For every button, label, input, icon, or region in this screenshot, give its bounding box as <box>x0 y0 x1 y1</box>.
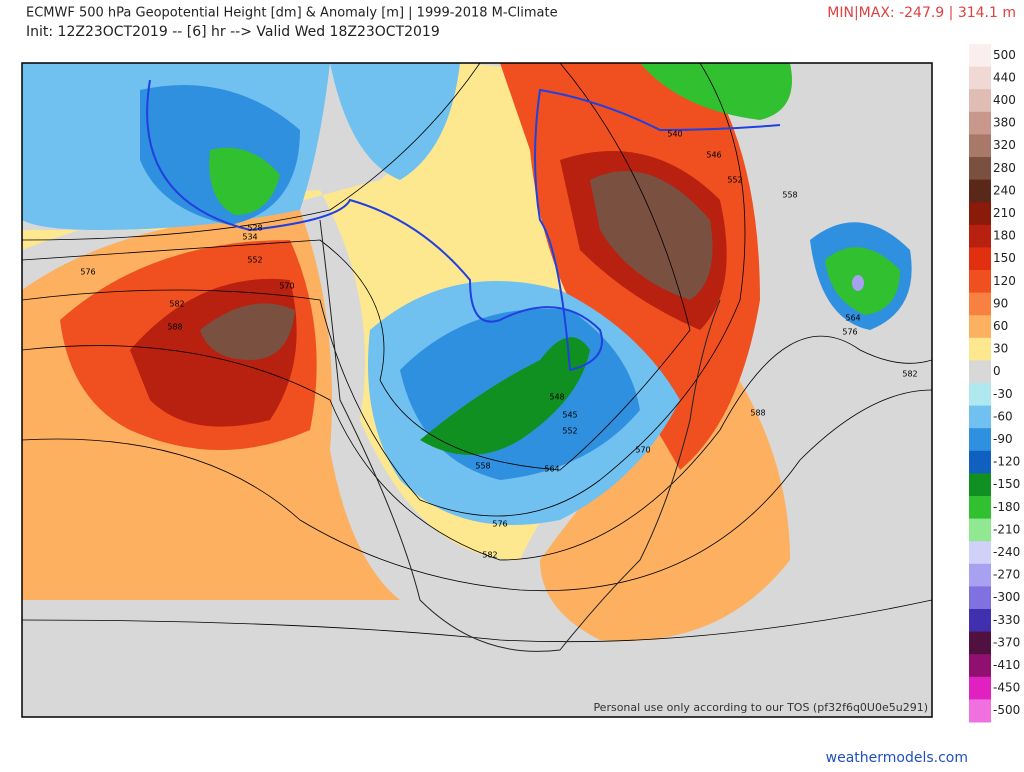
colorbar-label: -150 <box>993 477 1020 491</box>
subtitle: Init: 12Z23OCT2019 -- [6] hr --> Valid W… <box>26 24 440 40</box>
colorbar-swatch <box>969 224 991 248</box>
watermark: Personal use only according to our TOS (… <box>593 701 928 714</box>
contour-label: 534 <box>242 233 257 242</box>
colorbar-label: -210 <box>993 522 1020 536</box>
colorbar-swatch <box>969 654 991 678</box>
colorbar-swatch <box>969 44 991 68</box>
contour-label: 528 <box>247 224 262 233</box>
contour-label: 588 <box>167 323 182 332</box>
colorbar-swatch <box>969 631 991 655</box>
colorbar-swatch <box>969 360 991 384</box>
contour-label: 558 <box>782 191 797 200</box>
contour-label: 552 <box>727 176 742 185</box>
contour-label: 576 <box>80 268 95 277</box>
contour-label: 582 <box>902 370 917 379</box>
colorbar-label: 280 <box>993 161 1016 175</box>
colorbar-label: -240 <box>993 545 1020 559</box>
contour-labels: 528 534 552 576 582 588 570 540 546 552 … <box>80 130 917 560</box>
contour-label: 570 <box>279 282 294 291</box>
contour-label: 582 <box>482 551 497 560</box>
colorbar-label: -180 <box>993 500 1020 514</box>
title: ECMWF 500 hPa Geopotential Height [dm] &… <box>26 6 558 21</box>
contour-label: 552 <box>247 256 262 265</box>
colorbar-swatch <box>969 541 991 565</box>
footer: weathermodels.com <box>826 750 968 766</box>
colorbar-label: 150 <box>993 251 1016 265</box>
colorbar-label: -300 <box>993 590 1020 604</box>
colorbar-swatch <box>969 563 991 587</box>
colorbar-label: 90 <box>993 296 1008 310</box>
colorbar-label: -30 <box>993 387 1013 401</box>
colorbar-swatch <box>969 134 991 158</box>
colorbar-swatch <box>969 157 991 181</box>
contour-label: 540 <box>667 130 682 139</box>
colorbar-label: -330 <box>993 613 1020 627</box>
colorbar-swatch <box>969 609 991 633</box>
colorbar-label: 30 <box>993 342 1008 356</box>
colorbar-label: 60 <box>993 319 1008 333</box>
colorbar-swatch <box>969 179 991 203</box>
colorbar-swatch <box>969 66 991 90</box>
colorbar-label: -410 <box>993 658 1020 672</box>
colorbar-swatch <box>969 473 991 497</box>
colorbar-label: 500 <box>993 48 1016 62</box>
contour-label: 588 <box>750 409 765 418</box>
contour-label: 545 <box>562 411 577 420</box>
colorbar-label: -120 <box>993 455 1020 469</box>
contour-label: 548 <box>549 393 564 402</box>
colorbar-swatch <box>969 518 991 542</box>
colorbar-label: 0 <box>993 364 1001 378</box>
colorbar-label: 180 <box>993 229 1016 243</box>
colorbar-label: 210 <box>993 206 1016 220</box>
colorbar-swatch <box>969 405 991 429</box>
colorbar-swatch <box>969 450 991 474</box>
contour-label: 558 <box>475 462 490 471</box>
map: 528 534 552 576 582 588 570 540 546 552 … <box>21 62 933 718</box>
colorbar-swatch <box>969 270 991 294</box>
colorbar-label: 380 <box>993 116 1016 130</box>
contour-label: 564 <box>544 465 559 474</box>
colorbar-swatch <box>969 89 991 113</box>
contour-label: 552 <box>562 427 577 436</box>
contour-label: 570 <box>635 446 650 455</box>
colorbar-swatch <box>969 586 991 610</box>
colorbar-swatch <box>969 383 991 407</box>
colorbar-swatch <box>969 428 991 452</box>
colorbar-label: -450 <box>993 681 1020 695</box>
colorbar-swatch <box>969 496 991 520</box>
colorbar-swatch <box>969 292 991 316</box>
contour-label: 546 <box>706 151 721 160</box>
colorbar-label: 440 <box>993 70 1016 84</box>
colorbar-swatch <box>969 315 991 339</box>
colorbar-swatch <box>969 202 991 226</box>
contour-label: 564 <box>845 314 860 323</box>
contour-label: 582 <box>169 300 184 309</box>
colorbar-label: -270 <box>993 568 1020 582</box>
colorbar-swatch <box>969 247 991 271</box>
colorbar-label: -500 <box>993 703 1020 717</box>
colorbar-swatch <box>969 676 991 700</box>
contour-label: 576 <box>842 328 857 337</box>
colorbar-label: -90 <box>993 432 1013 446</box>
colorbar-label: 320 <box>993 138 1016 152</box>
colorbar-label: 240 <box>993 183 1016 197</box>
colorbar-label: -370 <box>993 635 1020 649</box>
colorbar-swatch <box>969 111 991 135</box>
colorbar-label: 120 <box>993 274 1016 288</box>
colorbar: 500 440 400 380 320 280 240 210 180 150 120 90 60 30 0… <box>969 44 1020 723</box>
contour-label: 576 <box>492 520 507 529</box>
colorbar-label: -60 <box>993 409 1013 423</box>
colorbar-swatch <box>969 337 991 361</box>
colorbar-swatch <box>969 699 991 723</box>
colorbar-label: 400 <box>993 93 1016 107</box>
min-max: MIN|MAX: -247.9 | 314.1 m <box>827 5 1016 21</box>
